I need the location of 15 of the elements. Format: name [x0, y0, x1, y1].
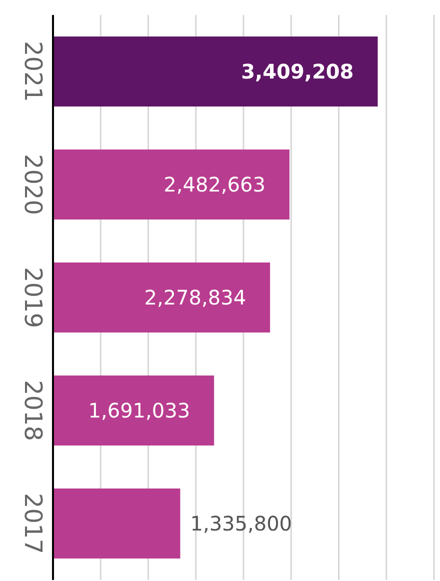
y-tick-label: 2020 [19, 154, 47, 216]
bar [53, 36, 378, 106]
bar [53, 149, 290, 220]
y-tick-label: 2018 [19, 380, 47, 442]
y-tick-label: 2019 [19, 266, 47, 328]
data-label: 3,409,208 [241, 59, 354, 84]
data-label: 2,278,834 [144, 285, 246, 310]
bar [53, 262, 270, 332]
bar [53, 488, 180, 558]
y-tick-label: 2017 [19, 492, 47, 554]
data-label: 2,482,663 [164, 172, 266, 196]
data-label: 1,691,033 [88, 398, 190, 422]
data-label: 1,335,800 [190, 511, 292, 536]
bar [53, 375, 214, 446]
y-tick-label: 2021 [19, 40, 47, 102]
